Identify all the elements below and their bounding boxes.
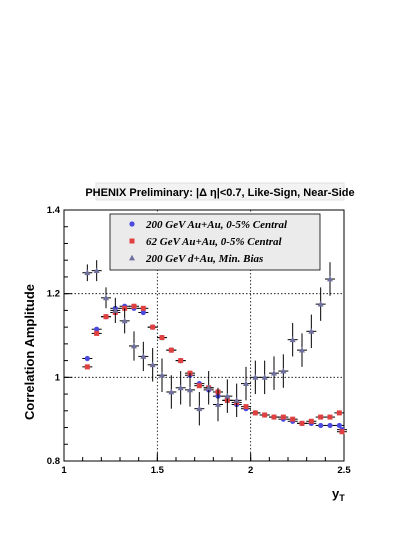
data-point <box>140 309 146 316</box>
data-point <box>290 416 296 422</box>
data-point <box>112 307 119 313</box>
data-point <box>94 326 100 332</box>
data-point <box>93 267 100 274</box>
x-tick-label: 1.5 <box>151 465 165 476</box>
data-point <box>252 410 258 416</box>
data-point <box>299 346 305 353</box>
x-tick-label: 1 <box>61 465 67 476</box>
data-point <box>159 372 165 378</box>
data-point <box>336 410 342 416</box>
plot-frame <box>63 209 345 462</box>
x-axis-title: yT <box>332 486 345 503</box>
data-point <box>299 420 305 426</box>
y-tick-label: 1.2 <box>47 289 60 300</box>
legend-box <box>109 213 321 271</box>
data-point <box>308 328 315 334</box>
data-point <box>159 335 165 341</box>
data-point <box>168 388 175 395</box>
data-point <box>149 361 156 368</box>
data-point <box>103 294 109 301</box>
x-axis-title-sub: T <box>339 493 345 503</box>
data-point <box>196 405 203 412</box>
data-point <box>308 418 314 424</box>
data-point <box>205 384 212 391</box>
data-point <box>178 358 184 364</box>
y-tick-label: 1.4 <box>47 205 61 216</box>
data-point <box>103 314 109 320</box>
data-point <box>262 412 268 418</box>
data-point <box>84 269 91 276</box>
legend-marker <box>129 254 135 261</box>
data-point <box>339 429 345 435</box>
data-point <box>84 355 90 362</box>
data-point <box>327 414 333 420</box>
data-point <box>318 414 324 420</box>
data-point <box>196 383 202 389</box>
data-series <box>82 260 347 435</box>
data-point <box>317 300 324 307</box>
y-tick-label: 0.8 <box>47 456 60 467</box>
chart-title-box <box>95 182 345 201</box>
legend: 200 GeV Au+Au, 0-5% Central 62 GeV Au+Au,… <box>109 213 321 271</box>
data-point <box>271 369 277 376</box>
legend-label: 200 GeV Au+Au, 0-5% Central <box>145 219 288 231</box>
data-point <box>261 374 268 380</box>
data-point <box>140 353 147 359</box>
data-point <box>280 414 286 420</box>
data-point <box>271 414 277 420</box>
data-point <box>327 422 333 429</box>
data-point <box>187 386 193 393</box>
data-point <box>289 336 296 343</box>
series-square <box>82 303 347 435</box>
x-tick-label: 2.5 <box>337 465 351 476</box>
x-axis-title-main: y <box>332 486 340 501</box>
data-point <box>215 401 221 407</box>
series-triangle <box>82 260 335 426</box>
data-point <box>252 374 259 380</box>
legend-marker <box>129 238 135 244</box>
data-point <box>121 317 128 324</box>
axes: 1 1.5 2 2.50.811.21.4 <box>47 205 352 476</box>
data-point <box>336 422 342 429</box>
data-point <box>140 305 146 311</box>
data-point <box>150 324 156 330</box>
x-tick-label: 2 <box>248 465 253 476</box>
data-point <box>168 347 174 353</box>
data-point <box>177 384 184 391</box>
data-point <box>84 364 90 370</box>
legend-marker <box>129 221 135 227</box>
data-point <box>327 275 333 282</box>
legend-label: 200 GeV d+Au, Min. Bias <box>145 253 263 265</box>
data-point <box>131 342 137 349</box>
data-point <box>131 303 137 309</box>
chart-title: PHENIX Preliminary: |Δ η|<0.7, Like-Sign… <box>85 187 354 199</box>
data-point <box>280 367 287 374</box>
grid-lines <box>64 210 344 461</box>
legend-label: 62 GeV Au+Au, 0-5% Central <box>146 236 282 248</box>
data-point <box>94 330 100 336</box>
data-point <box>243 380 249 387</box>
y-axis-title: Correlation Amplitude <box>22 284 37 420</box>
y-tick-label: 1 <box>55 372 61 383</box>
data-point <box>243 404 249 410</box>
data-point <box>224 392 231 399</box>
data-point <box>318 422 324 429</box>
data-point <box>233 397 240 403</box>
